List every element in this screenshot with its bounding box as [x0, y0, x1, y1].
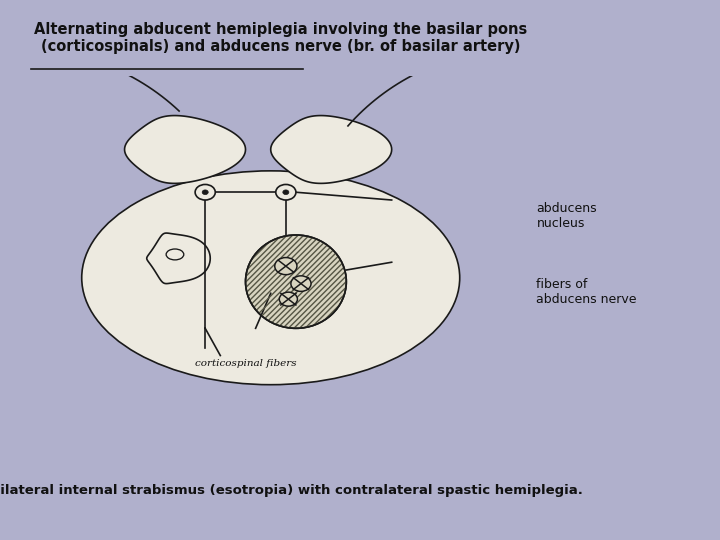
- Text: corticospinal fibers: corticospinal fibers: [194, 360, 297, 368]
- Text: Alternating abducent hemiplegia involving the basilar pons
(corticospinals) and : Alternating abducent hemiplegia involvin…: [34, 22, 528, 54]
- Ellipse shape: [81, 171, 460, 384]
- Polygon shape: [125, 116, 246, 184]
- Polygon shape: [147, 233, 210, 284]
- Circle shape: [279, 292, 297, 306]
- Circle shape: [276, 185, 296, 200]
- Circle shape: [291, 276, 311, 292]
- Circle shape: [283, 190, 289, 194]
- Polygon shape: [271, 116, 392, 184]
- Text: abducens
nucleus: abducens nucleus: [536, 202, 597, 230]
- Circle shape: [202, 190, 208, 194]
- Text: Ipsilateral internal strabismus (esotropia) with contralateral spastic hemiplegi: Ipsilateral internal strabismus (esotrop…: [0, 484, 583, 497]
- Text: fibers of
abducens nerve: fibers of abducens nerve: [536, 278, 637, 306]
- Ellipse shape: [166, 249, 184, 260]
- Circle shape: [195, 185, 215, 200]
- Circle shape: [275, 258, 297, 275]
- Ellipse shape: [246, 235, 346, 328]
